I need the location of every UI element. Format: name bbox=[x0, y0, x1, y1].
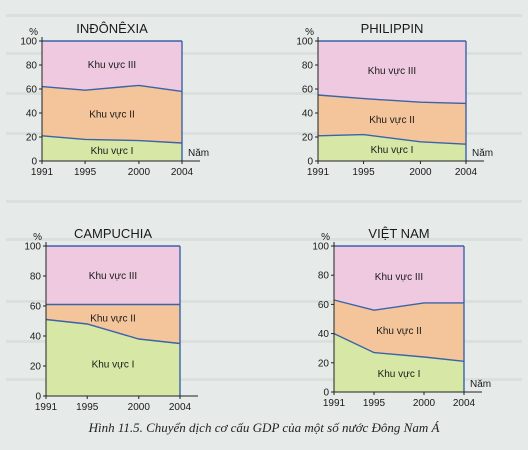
area-3 bbox=[334, 246, 464, 311]
y-tick-label: 100 bbox=[20, 37, 37, 48]
y-tick-label: 60 bbox=[26, 85, 38, 96]
y-axis-label: % bbox=[33, 232, 42, 243]
x-tick-label: 1991 bbox=[323, 398, 346, 409]
y-tick-label: 40 bbox=[30, 332, 42, 343]
y-tick-label: 20 bbox=[30, 362, 42, 373]
chart-title: CAMPUCHIA bbox=[74, 226, 152, 241]
chart-title: PHILIPPIN bbox=[361, 21, 424, 36]
y-tick-label: 40 bbox=[26, 109, 38, 120]
y-tick-label: 0 bbox=[307, 157, 313, 168]
y-tick-label: 80 bbox=[30, 272, 42, 283]
y-axis-label: % bbox=[321, 232, 330, 243]
y-tick-label: 40 bbox=[318, 329, 330, 340]
area-2 bbox=[334, 300, 464, 362]
x-axis-label: Năm bbox=[188, 148, 209, 159]
y-tick-label: 0 bbox=[31, 157, 37, 168]
y-tick-label: 100 bbox=[24, 242, 41, 253]
series-label: Khu vực II bbox=[369, 115, 415, 126]
x-tick-label: 1995 bbox=[76, 402, 99, 413]
x-tick-label: 2000 bbox=[413, 398, 436, 409]
series-label: Khu vực III bbox=[368, 66, 416, 77]
x-tick-label: 2004 bbox=[171, 167, 194, 178]
series-label: Khu vực II bbox=[376, 326, 422, 337]
x-tick-label: 2004 bbox=[453, 398, 476, 409]
y-tick-label: 100 bbox=[296, 37, 313, 48]
y-tick-label: 20 bbox=[26, 133, 38, 144]
area-1 bbox=[334, 333, 464, 392]
y-tick-label: 0 bbox=[323, 388, 329, 399]
y-tick-label: 20 bbox=[302, 133, 314, 144]
series-label: Khu vực I bbox=[91, 146, 134, 157]
series-label: Khu vực III bbox=[88, 60, 136, 71]
y-tick-label: 60 bbox=[30, 302, 42, 313]
series-label: Khu vực I bbox=[378, 369, 421, 380]
y-tick-label: 60 bbox=[318, 300, 330, 311]
x-tick-label: 2004 bbox=[169, 402, 192, 413]
series-label: Khu vực III bbox=[375, 272, 423, 283]
y-tick-label: 60 bbox=[302, 85, 314, 96]
x-tick-label: 2000 bbox=[128, 167, 151, 178]
series-label: Khu vực II bbox=[89, 109, 135, 120]
boundary-line-2 bbox=[333, 299, 464, 311]
boundary-line-2 bbox=[41, 84, 183, 93]
y-tick-label: 80 bbox=[318, 271, 330, 282]
area-3 bbox=[46, 246, 180, 305]
area-2 bbox=[46, 304, 180, 344]
area-3 bbox=[42, 41, 182, 92]
series-label: Khu vực II bbox=[90, 314, 136, 325]
area-1 bbox=[42, 135, 182, 161]
y-tick-label: 0 bbox=[35, 392, 41, 403]
chart-title: VIỆT NAM bbox=[368, 226, 429, 241]
y-tick-label: 80 bbox=[26, 61, 38, 72]
series-label: Khu vực I bbox=[92, 359, 135, 370]
x-tick-label: 1995 bbox=[74, 167, 97, 178]
x-axis-label: Năm bbox=[472, 148, 493, 159]
x-axis-label: Năm bbox=[470, 379, 491, 390]
boundary-line-2 bbox=[317, 94, 467, 105]
y-tick-label: 20 bbox=[318, 358, 330, 369]
x-tick-label: 2000 bbox=[128, 402, 151, 413]
y-tick-label: 40 bbox=[302, 109, 314, 120]
y-tick-label: 100 bbox=[312, 242, 329, 253]
boundary-line-1 bbox=[45, 318, 181, 345]
x-tick-label: 1991 bbox=[35, 402, 58, 413]
figure-caption: Hình 11.5. Chuyển dịch cơ cấu GDP của mộ… bbox=[88, 420, 440, 435]
x-tick-label: 1995 bbox=[352, 167, 375, 178]
y-axis-label: % bbox=[305, 27, 314, 38]
x-tick-label: 2000 bbox=[409, 167, 432, 178]
x-tick-label: 1991 bbox=[31, 167, 54, 178]
x-tick-label: 1991 bbox=[307, 167, 330, 178]
area-2 bbox=[42, 85, 182, 143]
area-2 bbox=[318, 95, 466, 145]
y-axis-label: % bbox=[29, 27, 38, 38]
area-1 bbox=[318, 134, 466, 161]
area-3 bbox=[318, 41, 466, 104]
x-tick-label: 2004 bbox=[455, 167, 478, 178]
x-tick-label: 1995 bbox=[363, 398, 386, 409]
series-label: Khu vực I bbox=[371, 145, 414, 156]
chart-title: INĐÔNÊXIA bbox=[76, 21, 148, 36]
series-label: Khu vực III bbox=[89, 271, 137, 282]
boundary-line-1 bbox=[333, 332, 465, 362]
boundary-line-1 bbox=[317, 133, 467, 145]
y-tick-label: 80 bbox=[302, 61, 314, 72]
area-1 bbox=[46, 319, 180, 396]
boundary-line-1 bbox=[41, 135, 183, 144]
